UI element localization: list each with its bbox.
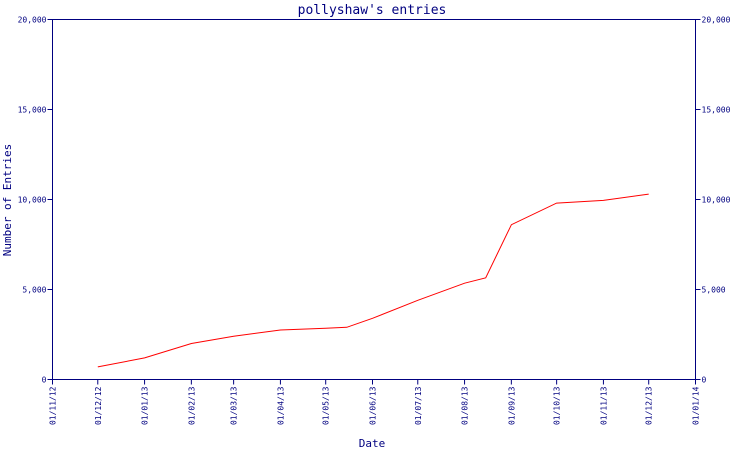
y-tick-label-right: 10,000	[702, 196, 731, 205]
y-tick-label-left: 0	[42, 376, 47, 385]
y-tick-label-right: 15,000	[702, 106, 731, 115]
x-tick-label: 01/11/13	[599, 386, 608, 425]
x-axis-label: Date	[359, 437, 386, 450]
x-tick-label: 01/07/13	[414, 386, 423, 425]
x-tick-label: 01/12/13	[645, 386, 654, 425]
y-tick-label-left: 10,000	[18, 196, 47, 205]
x-tick-label: 01/05/13	[322, 386, 331, 425]
y-tick-label-right: 20,000	[702, 16, 731, 25]
y-ticks-right: 0 5,000 10,000 15,000 20,000	[695, 16, 731, 385]
y-tick-label-left: 5,000	[22, 286, 46, 295]
chart-title: pollyshaw's entries	[298, 3, 447, 18]
y-ticks-left: 0 5,000 10,000 15,000 20,000	[18, 16, 53, 385]
y-axis-label: Number of Entries	[1, 144, 14, 257]
x-tick-label: 01/02/13	[187, 386, 196, 425]
x-tick-label: 01/06/13	[368, 386, 377, 425]
y-tick-label-left: 20,000	[18, 16, 47, 25]
series-line	[97, 193, 649, 368]
x-tick-label: 01/10/13	[553, 386, 562, 425]
x-ticks: 01/11/12 01/12/12 01/01/13 01/02/13 01/03/13…	[49, 379, 701, 425]
x-tick-label: 01/04/13	[276, 386, 285, 425]
plot-frame	[52, 19, 696, 380]
x-tick-label: 01/01/14	[692, 386, 701, 425]
y-tick-label-right: 5,000	[702, 286, 726, 295]
y-tick-label-right: 0	[702, 376, 707, 385]
x-tick-label: 01/08/13	[461, 386, 470, 425]
y-tick-label-left: 15,000	[18, 106, 47, 115]
x-tick-label: 01/03/13	[230, 386, 239, 425]
x-tick-label: 01/01/13	[141, 386, 150, 425]
x-tick-label: 01/11/12	[49, 386, 58, 425]
x-tick-label: 01/12/12	[94, 386, 103, 425]
x-tick-label: 01/09/13	[507, 386, 516, 425]
series-group	[97, 193, 649, 368]
